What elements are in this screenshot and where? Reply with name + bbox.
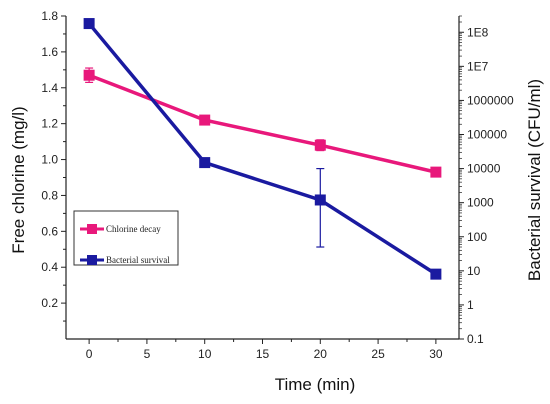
data-point-chlorine [199, 114, 211, 126]
legend-label-chlorine: Chlorine decay [106, 224, 161, 234]
right-tick-label: 10000 [467, 162, 501, 176]
data-point-chlorine [83, 69, 95, 81]
left-tick-label: 0.2 [41, 296, 58, 310]
right-tick-label: 1E7 [467, 59, 489, 73]
right-tick-label: 1000000 [467, 93, 514, 107]
data-point-chlorine [314, 139, 326, 151]
data-point-bacteria [83, 18, 95, 30]
x-tick-label: 20 [314, 347, 328, 361]
x-tick-label: 25 [371, 347, 385, 361]
legend-marker-chlorine [87, 224, 97, 234]
series-line-chlorine [88, 73, 437, 174]
ticks: 0 5 10 15 20 25 30 0.2 0.4 0.6 0.8 1.0 1.2 1.4 1.6 1.8 0… [41, 9, 514, 361]
left-axis-title: Free chlorine (mg/l) [9, 106, 28, 253]
left-tick-label: 0.4 [41, 260, 58, 274]
left-tick-label: 1.0 [41, 153, 58, 167]
right-tick-label: 100 [467, 230, 487, 244]
data-point-bacteria [314, 194, 326, 206]
right-tick-label: 1 [467, 298, 474, 312]
data-point-bacteria [430, 268, 442, 280]
data-point-chlorine [430, 166, 442, 178]
legend: Chlorine decay Bacterial survival [73, 210, 179, 266]
x-tick-label: 30 [429, 347, 443, 361]
data-point-bacteria [199, 157, 211, 169]
right-tick-label: 1000 [467, 196, 494, 210]
x-tick-label: 10 [198, 347, 212, 361]
x-axis-title: Time (min) [275, 375, 356, 394]
left-tick-label: 1.6 [41, 45, 58, 59]
series-line-bacteria [87, 22, 437, 276]
right-tick-label: 0.1 [467, 332, 484, 346]
right-tick-label: 10 [467, 264, 481, 278]
x-tick-label: 15 [256, 347, 270, 361]
right-tick-label: 1E8 [467, 25, 489, 39]
right-tick-label: 100000 [467, 128, 507, 142]
legend-label-bacteria: Bacterial survival [106, 255, 170, 265]
x-tick-label: 0 [86, 347, 93, 361]
left-tick-label: 0.8 [41, 188, 58, 202]
legend-marker-bacteria [87, 255, 97, 265]
left-tick-label: 1.8 [41, 9, 58, 23]
left-tick-label: 1.2 [41, 117, 58, 131]
right-axis-title: Bacterial survival (CFU/ml) [525, 79, 544, 281]
series [83, 18, 442, 280]
left-tick-label: 0.6 [41, 224, 58, 238]
x-tick-label: 5 [144, 347, 151, 361]
left-tick-label: 1.4 [41, 81, 58, 95]
